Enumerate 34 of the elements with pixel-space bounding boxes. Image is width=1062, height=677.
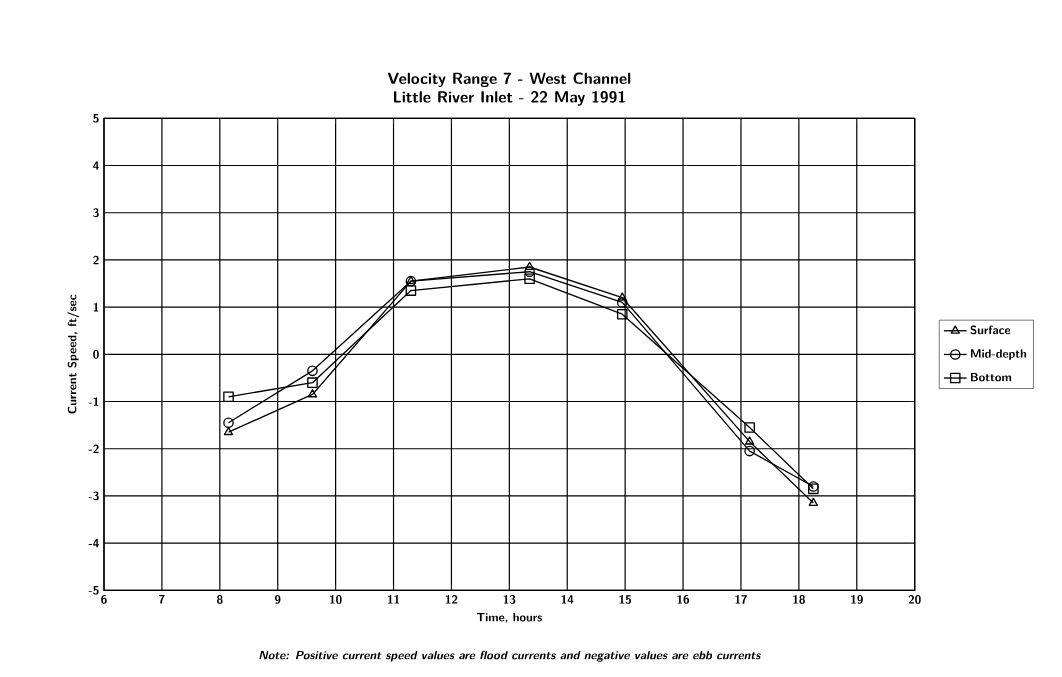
y-tick-label: -4 <box>88 538 99 548</box>
x-tick-label: 18 <box>793 595 805 604</box>
y-tick-label: 5 <box>93 114 99 123</box>
legend-label: Bottom <box>970 372 1012 382</box>
y-tick-label: 2 <box>93 255 99 265</box>
x-tick-label: 9 <box>274 595 281 604</box>
x-axis-title: Time, hours <box>476 612 542 623</box>
x-tick-label: 19 <box>851 595 863 604</box>
legend-label: Surface <box>970 325 1011 335</box>
chart-subtitle: Little River Inlet - 22 May 1991 <box>393 90 625 106</box>
y-tick-label: 3 <box>93 208 99 218</box>
y-tick-label: -3 <box>88 491 99 501</box>
y-tick-label: 4 <box>93 161 99 170</box>
x-tick-label: 13 <box>503 595 516 604</box>
x-tick-label: 15 <box>619 595 632 604</box>
y-tick-label: -2 <box>88 444 99 454</box>
legend-label: Mid-depth <box>970 349 1027 360</box>
y-tick-label: 1 <box>93 302 99 312</box>
x-tick-label: 17 <box>735 595 747 604</box>
text: Note: Positive current speed values are flood currents and negative values are ebb currents <box>259 650 761 662</box>
y-tick-label: -5 <box>88 586 99 595</box>
y-tick-label: 0 <box>93 349 99 359</box>
x-tick-label: 7 <box>159 595 165 604</box>
x-tick-label: 14 <box>561 595 574 604</box>
x-tick-label: 12 <box>445 595 458 604</box>
x-tick-label: 6 <box>101 595 107 604</box>
x-tick-label: 8 <box>217 595 223 604</box>
x-tick-label: 20 <box>908 595 921 604</box>
chart-title: Velocity Range 7 - West Channel <box>387 72 631 88</box>
y-axis-title: Current Speed, ft/sec <box>67 294 80 414</box>
x-tick-label: 11 <box>387 595 400 604</box>
x-tick-label: 10 <box>329 595 342 604</box>
x-tick-label: 16 <box>677 595 690 604</box>
y-tick-label: -1 <box>88 397 99 406</box>
